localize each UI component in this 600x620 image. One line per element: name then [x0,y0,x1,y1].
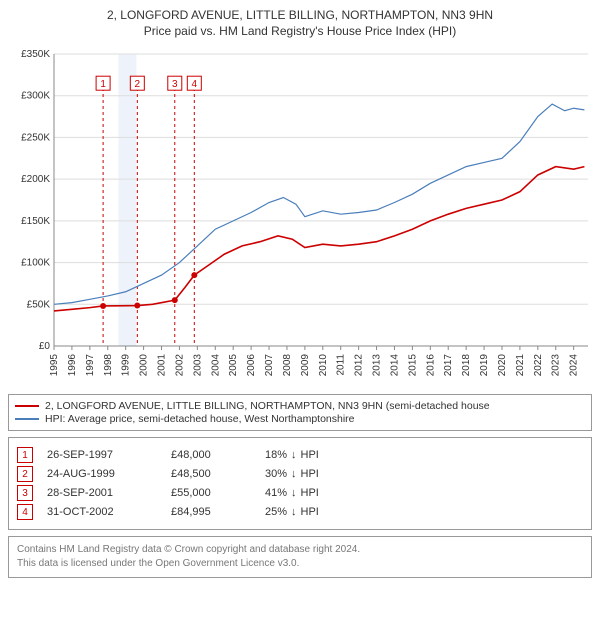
svg-text:1995: 1995 [49,354,60,377]
svg-text:£150K: £150K [21,216,50,227]
transaction-row: 4 31-OCT-2002 £84,995 25% ↓ HPI [17,504,583,520]
svg-text:2004: 2004 [210,354,221,377]
transaction-marker: 1 [17,447,33,463]
transaction-price: £55,000 [171,487,251,499]
svg-text:2019: 2019 [479,354,490,377]
arrow-down-icon: ↓ [291,468,297,480]
svg-text:2015: 2015 [407,354,418,377]
svg-text:2: 2 [135,79,141,90]
transaction-diff-pct: 25% [265,506,287,518]
svg-text:£250K: £250K [21,132,50,143]
legend-swatch [15,418,39,420]
svg-text:2012: 2012 [354,354,365,377]
svg-text:2013: 2013 [372,354,383,377]
svg-text:2011: 2011 [336,354,347,376]
transaction-diff-pct: 30% [265,468,287,480]
transaction-hpi-label: HPI [301,449,319,461]
transaction-row: 2 24-AUG-1999 £48,500 30% ↓ HPI [17,466,583,482]
legend: 2, LONGFORD AVENUE, LITTLE BILLING, NORT… [8,394,592,431]
legend-item: HPI: Average price, semi-detached house,… [15,413,585,425]
transaction-marker: 2 [17,466,33,482]
svg-text:2016: 2016 [425,354,436,377]
transaction-diff: 18% ↓ HPI [265,449,319,461]
svg-text:£350K: £350K [21,49,50,60]
svg-text:2018: 2018 [461,354,472,377]
transaction-price: £84,995 [171,506,251,518]
legend-item: 2, LONGFORD AVENUE, LITTLE BILLING, NORT… [15,400,585,412]
chart-svg: £0 £50K £100K £150K £200K £250K £300K £350K 1995… [8,46,592,386]
svg-text:£300K: £300K [21,91,50,102]
svg-text:2000: 2000 [139,354,150,377]
transaction-marker: 3 [17,485,33,501]
svg-text:2021: 2021 [515,354,526,377]
transaction-price: £48,500 [171,468,251,480]
transaction-diff: 30% ↓ HPI [265,468,319,480]
svg-text:2022: 2022 [533,354,544,377]
svg-text:1997: 1997 [85,354,96,377]
page-subtitle: Price paid vs. HM Land Registry's House … [8,24,592,38]
transaction-date: 28-SEP-2001 [47,487,157,499]
legend-label: HPI: Average price, semi-detached house,… [45,413,355,425]
svg-text:3: 3 [172,79,178,90]
transaction-marker: 4 [17,504,33,520]
footer-line-2: This data is licensed under the Open Gov… [17,557,583,571]
svg-text:1998: 1998 [103,354,114,377]
footer-line-1: Contains HM Land Registry data © Crown c… [17,543,583,557]
svg-text:4: 4 [192,79,198,90]
transaction-diff: 41% ↓ HPI [265,487,319,499]
transaction-hpi-label: HPI [301,468,319,480]
transaction-row: 1 26-SEP-1997 £48,000 18% ↓ HPI [17,447,583,463]
arrow-down-icon: ↓ [291,449,297,461]
svg-text:2001: 2001 [157,354,168,377]
page-title: 2, LONGFORD AVENUE, LITTLE BILLING, NORT… [8,8,592,22]
transaction-date: 26-SEP-1997 [47,449,157,461]
transaction-price: £48,000 [171,449,251,461]
svg-text:2020: 2020 [497,354,508,377]
svg-text:£50K: £50K [27,299,51,310]
svg-text:2009: 2009 [300,354,311,377]
svg-text:1999: 1999 [121,354,132,377]
transaction-date: 24-AUG-1999 [47,468,157,480]
svg-text:2024: 2024 [569,354,580,377]
transaction-diff-pct: 41% [265,487,287,499]
transaction-diff-pct: 18% [265,449,287,461]
transaction-diff: 25% ↓ HPI [265,506,319,518]
svg-text:2002: 2002 [174,354,185,377]
svg-text:1996: 1996 [67,354,78,377]
svg-text:2023: 2023 [551,354,562,377]
svg-text:2006: 2006 [246,354,257,377]
arrow-down-icon: ↓ [291,487,297,499]
svg-text:2008: 2008 [282,354,293,377]
price-chart: £0 £50K £100K £150K £200K £250K £300K £350K 1995… [8,46,592,386]
svg-text:2007: 2007 [264,354,275,377]
arrow-down-icon: ↓ [291,506,297,518]
transaction-date: 31-OCT-2002 [47,506,157,518]
svg-text:1: 1 [100,79,106,90]
svg-text:£200K: £200K [21,174,50,185]
svg-text:2003: 2003 [192,354,203,377]
transaction-row: 3 28-SEP-2001 £55,000 41% ↓ HPI [17,485,583,501]
svg-text:2014: 2014 [389,354,400,377]
svg-text:£0: £0 [39,341,51,352]
transaction-hpi-label: HPI [301,487,319,499]
svg-text:2005: 2005 [228,354,239,377]
transaction-hpi-label: HPI [301,506,319,518]
svg-text:£100K: £100K [21,258,50,269]
legend-swatch [15,405,39,407]
footer-attribution: Contains HM Land Registry data © Crown c… [8,536,592,578]
legend-label: 2, LONGFORD AVENUE, LITTLE BILLING, NORT… [45,400,490,412]
svg-text:2010: 2010 [318,354,329,377]
transactions-table: 1 26-SEP-1997 £48,000 18% ↓ HPI 2 24-AUG-1999 £4… [8,437,592,530]
svg-text:2017: 2017 [443,354,454,377]
